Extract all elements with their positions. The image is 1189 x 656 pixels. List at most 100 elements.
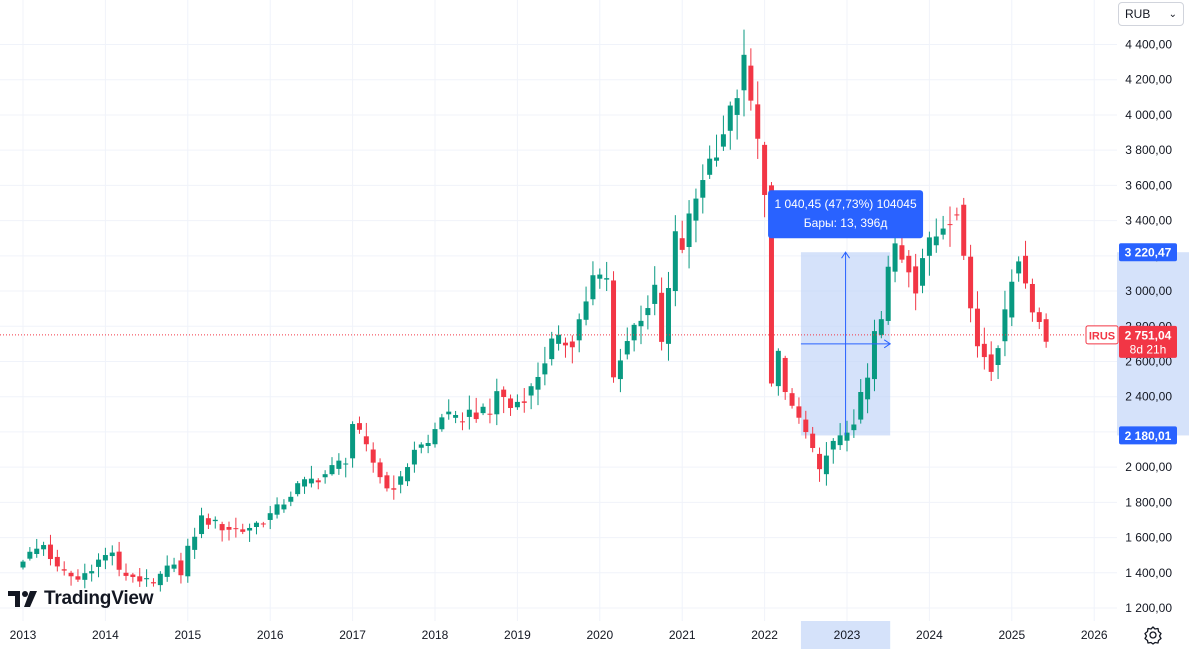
candle-body [205,518,211,525]
currency-label: RUB [1125,7,1151,21]
candle-body [34,548,40,554]
price-tick-label: 3 400,00 [1125,214,1172,228]
candle-body [123,572,129,576]
candle-body [47,544,53,560]
candle-body [116,551,122,570]
candle-body [370,449,376,463]
candle-body [1029,283,1035,313]
candle-body [171,564,177,569]
candle-body [542,363,548,375]
candle-body [267,513,273,520]
candle-body [906,255,912,273]
candle-body [837,435,843,446]
candle-body [439,417,445,430]
time-axis[interactable] [0,621,1189,651]
candle-body [75,576,81,580]
candle-body [920,258,926,286]
candle-body [597,274,603,279]
candles [0,29,1117,592]
candle-body [549,338,555,360]
logo-text: TradingView [44,588,154,609]
candle-body [487,413,493,415]
price-tick-label: 2 600,00 [1125,354,1172,368]
time-axis-range-band [800,621,891,649]
candle-body [82,573,88,580]
candle-body [961,204,967,256]
candle-body [453,414,459,418]
price-tick-label: 3 800,00 [1125,143,1172,157]
candle-body [714,157,720,161]
candle-body [686,213,692,248]
candle-body [974,308,980,347]
candle-body [521,401,527,403]
candle-body [61,569,67,571]
candle-body [425,442,431,446]
candle-body [212,519,218,522]
measure-bottom-price: 2 180,01 [1125,429,1172,443]
candle-body [405,467,411,482]
candle-body [734,98,740,115]
candle-body [700,180,706,198]
candle-body [762,144,768,195]
measure-bottom-price-tag [1119,426,1177,445]
arrow-right-icon [883,339,892,349]
currency-select[interactable]: RUB ⌄ [1118,2,1184,26]
measure-tool: 1 040,45 (47,73%) 104045 Бары: 13, 396д [768,190,924,436]
symbol-badge-label: IRUS [1089,330,1115,342]
time-tick-label: 2026 [1081,628,1108,642]
candle-body [494,391,500,415]
price-tick-label: 1 400,00 [1125,566,1172,580]
candle-body [308,478,314,484]
candle-body [583,301,589,320]
candle-body [823,455,829,475]
price-tick-label: 2 000,00 [1125,460,1172,474]
candle-body [446,411,452,415]
time-tick-label: 2025 [998,628,1025,642]
candle-body [329,465,335,475]
candle-body [913,266,919,294]
candle-body [817,453,823,470]
candle-body [432,429,438,445]
price-tick-label: 1 600,00 [1125,531,1172,545]
candle-body [89,571,95,574]
candle-body [617,360,623,380]
candle-body [741,54,747,91]
candle-body [830,440,836,450]
time-tick-label: 2021 [669,628,696,642]
time-tick-label: 2022 [751,628,778,642]
candle-body [473,412,479,420]
candle-body [192,536,198,550]
candle-body [844,432,850,441]
time-tick-label: 2014 [92,628,119,642]
candle-body [892,243,898,272]
candle-body [281,504,287,510]
candle-body [782,357,788,393]
candle-body [727,105,733,131]
candle-body [288,496,294,502]
candle-body [672,231,678,292]
arrow-up-icon [841,251,850,259]
candle-body [926,237,932,256]
candle-body [768,185,774,384]
candle-body [645,308,651,316]
candle-body [418,444,424,448]
candle-body [604,278,610,280]
time-tick-label: 2020 [586,628,613,642]
candle-body [96,559,102,567]
candle-body [1009,281,1015,318]
tradingview-logo: TradingView [8,588,154,610]
price-tick-label: 3 600,00 [1125,178,1172,192]
candle-body [302,479,308,487]
candle-body [178,560,184,576]
candle-body [858,392,864,420]
measure-label-line1: 1 040,45 (47,73%) 104045 [775,197,917,211]
time-tick-label: 2024 [916,628,943,642]
candle-body [363,436,369,445]
time-tick-label: 2017 [339,628,366,642]
gear-icon[interactable] [1142,624,1164,646]
candle-body [528,386,534,396]
measure-label-line2: Бары: 13, 396д [804,216,888,230]
